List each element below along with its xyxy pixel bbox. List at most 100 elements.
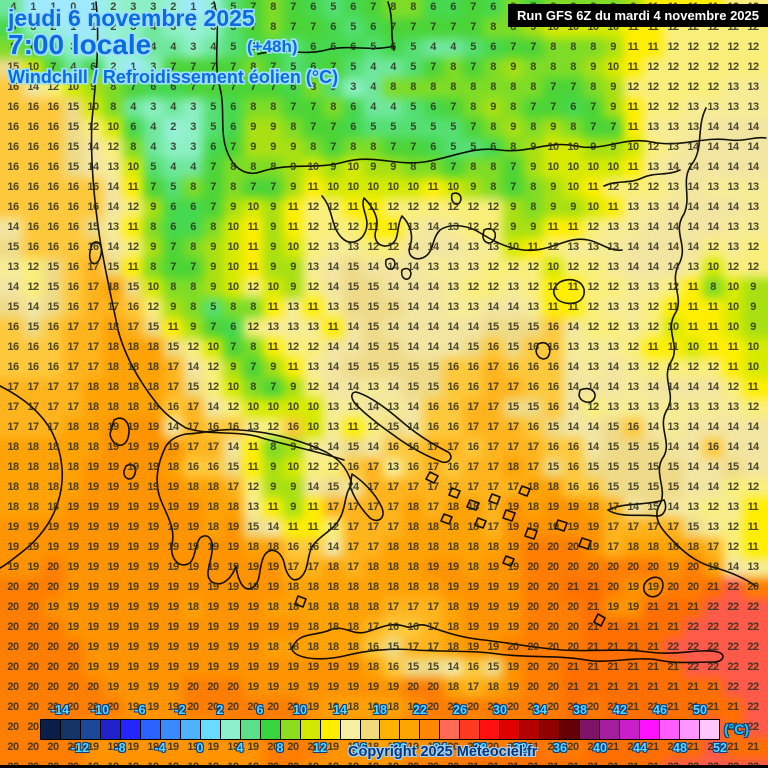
grid-value: 4 [370,101,376,113]
grid-value: 14 [407,341,419,353]
grid-value: 19 [167,661,179,673]
grid-value: 12 [187,341,199,353]
grid-value: 6 [170,201,176,213]
grid-value: 3 [170,141,176,153]
grid-value: 11 [307,501,319,513]
grid-value: 19 [127,661,139,673]
grid-value: 12 [387,201,399,213]
grid-value: 21 [707,681,719,693]
grid-value: 10 [147,281,159,293]
grid-value: 16 [47,221,59,233]
grid-value: 19 [207,621,219,633]
grid-value: 19 [147,621,159,633]
grid-value: 16 [27,121,39,133]
grid-value: 6 [310,1,316,13]
grid-value: 14 [347,341,359,353]
grid-value: 21 [583,761,603,768]
grid-value: 7 [470,61,476,73]
grid-value: 10 [67,81,79,93]
grid-value: 19 [67,601,79,613]
grid-value: 18 [627,541,639,553]
grid-value: 6 [130,121,136,133]
grid-value: 19 [147,421,159,433]
grid-value: 21 [707,701,719,713]
grid-value: 11 [267,301,279,313]
grid-value: 19 [183,761,203,768]
grid-value: 12 [307,281,319,293]
grid-value: 22 [667,641,679,653]
grid-value: 20 [3,761,23,768]
grid-value: 19 [247,581,259,593]
grid-value: 17 [107,301,119,313]
grid-value: 12 [747,241,759,253]
grid-value: 11 [727,361,739,373]
grid-value: 21 [607,701,619,713]
grid-value: 12 [727,521,739,533]
grid-value: 9 [490,101,496,113]
grid-value: 5 [370,121,376,133]
grid-value: 12 [527,281,539,293]
grid-value: 21 [727,701,739,713]
grid-value: 19 [107,481,119,493]
grid-value: 6 [490,41,496,53]
grid-value: 14 [687,141,699,153]
grid-value: 18 [387,561,399,573]
grid-value: 18 [367,741,379,753]
grid-value: 21 [647,661,659,673]
grid-value: 19 [427,741,439,753]
grid-value: 11 [247,441,259,453]
grid-value: 13 [727,241,739,253]
grid-value: 18 [327,701,339,713]
grid-value: 10 [507,241,519,253]
grid-value: 15 [607,441,619,453]
grid-value: 7 [550,81,556,93]
grid-value: 11 [687,301,699,313]
grid-value: 4 [150,141,156,153]
grid-value: 12 [547,241,559,253]
grid-value: 12 [487,201,499,213]
grid-value: 12 [27,281,39,293]
colorbar-cell [600,720,621,739]
grid-value: 19 [667,561,679,573]
grid-value: 14 [347,481,359,493]
grid-value: 11 [627,161,639,173]
grid-value: 21 [747,741,759,753]
grid-value: 20 [443,761,463,768]
grid-value: 4 [390,101,396,113]
grid-value: 17 [387,521,399,533]
grid-value: 16 [547,401,559,413]
grid-value: 11 [627,21,639,33]
grid-value: 18 [427,541,439,553]
grid-value: 6 [10,21,16,33]
grid-value: 14 [407,241,419,253]
grid-value: 14 [327,441,339,453]
colorbar-cell [520,720,541,739]
grid-value: 17 [307,561,319,573]
grid-value: 21 [483,761,503,768]
grid-value: 15 [387,341,399,353]
grid-value: 14 [627,261,639,273]
grid-value: 20 [587,561,599,573]
grid-value: 8 [150,261,156,273]
grid-value: 11 [627,121,639,133]
grid-value: 20 [67,641,79,653]
grid-value: 8 [130,141,136,153]
grid-value: 9 [510,201,516,213]
grid-value: 5 [410,101,416,113]
grid-value: 15 [587,461,599,473]
grid-value: 12 [667,41,679,53]
grid-value: 18 [447,641,459,653]
grid-value: 13 [247,421,259,433]
grid-value: 20 [87,701,99,713]
grid-value: 16 [447,421,459,433]
grid-value: 11 [687,321,699,333]
grid-value: 13 [687,261,699,273]
grid-value: 6 [350,101,356,113]
grid-value: 3 [210,21,216,33]
grid-value: 8 [170,281,176,293]
grid-value: 7 [510,41,516,53]
grid-value: 8 [230,181,236,193]
grid-value: 11 [747,521,759,533]
grid-value: 21 [647,641,659,653]
grid-value: 8 [10,41,16,53]
